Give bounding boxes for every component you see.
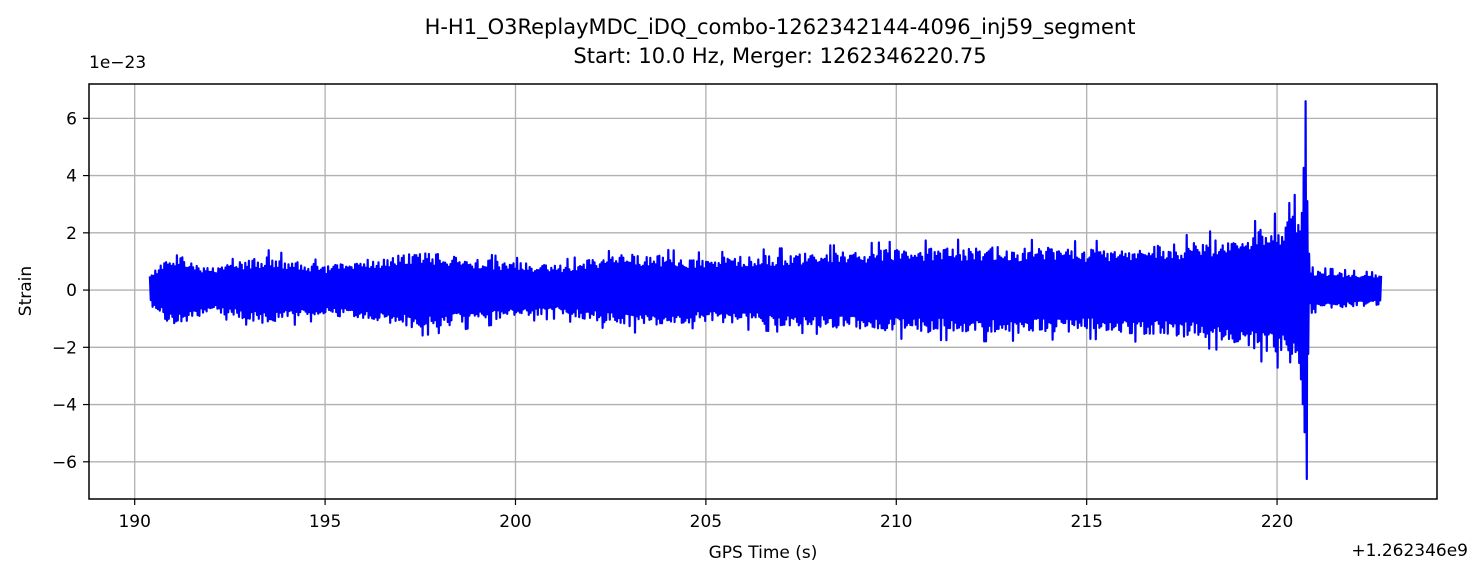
x-tick-label: 200 [499, 512, 531, 532]
plot-frame [88, 83, 1438, 500]
x-axis-label: GPS Time (s) [709, 543, 818, 563]
plot-area [148, 100, 1383, 481]
y-scale-label: 1e−23 [89, 53, 146, 73]
x-tick-label: 210 [880, 512, 912, 532]
y-tick-label: 6 [66, 109, 77, 129]
chart-title-line2: Start: 10.0 Hz, Merger: 1262346220.75 [573, 44, 986, 68]
y-axis: 6 4 2 0 −2 −4 −6 [52, 109, 89, 473]
y-tick-label: 0 [66, 281, 77, 301]
chart-title-line1: H-H1_O3ReplayMDC_iDQ_combo-1262342144-40… [425, 15, 1136, 40]
y-tick-label: 4 [66, 167, 77, 187]
x-axis: 190 195 200 205 210 215 220 [118, 499, 1293, 532]
x-offset-label: +1.262346e9 [1351, 541, 1468, 561]
x-tick-label: 220 [1261, 512, 1293, 532]
strain-series-line [148, 100, 1383, 481]
x-tick-label: 215 [1070, 512, 1102, 532]
y-tick-label: −2 [52, 338, 77, 358]
y-tick-label: −4 [52, 396, 77, 416]
y-tick-label: 2 [66, 224, 77, 244]
x-tick-label: 205 [690, 512, 722, 532]
x-tick-label: 190 [118, 512, 150, 532]
y-axis-label: Strain [16, 266, 36, 316]
y-tick-label: −6 [52, 453, 77, 473]
x-tick-label: 195 [309, 512, 341, 532]
